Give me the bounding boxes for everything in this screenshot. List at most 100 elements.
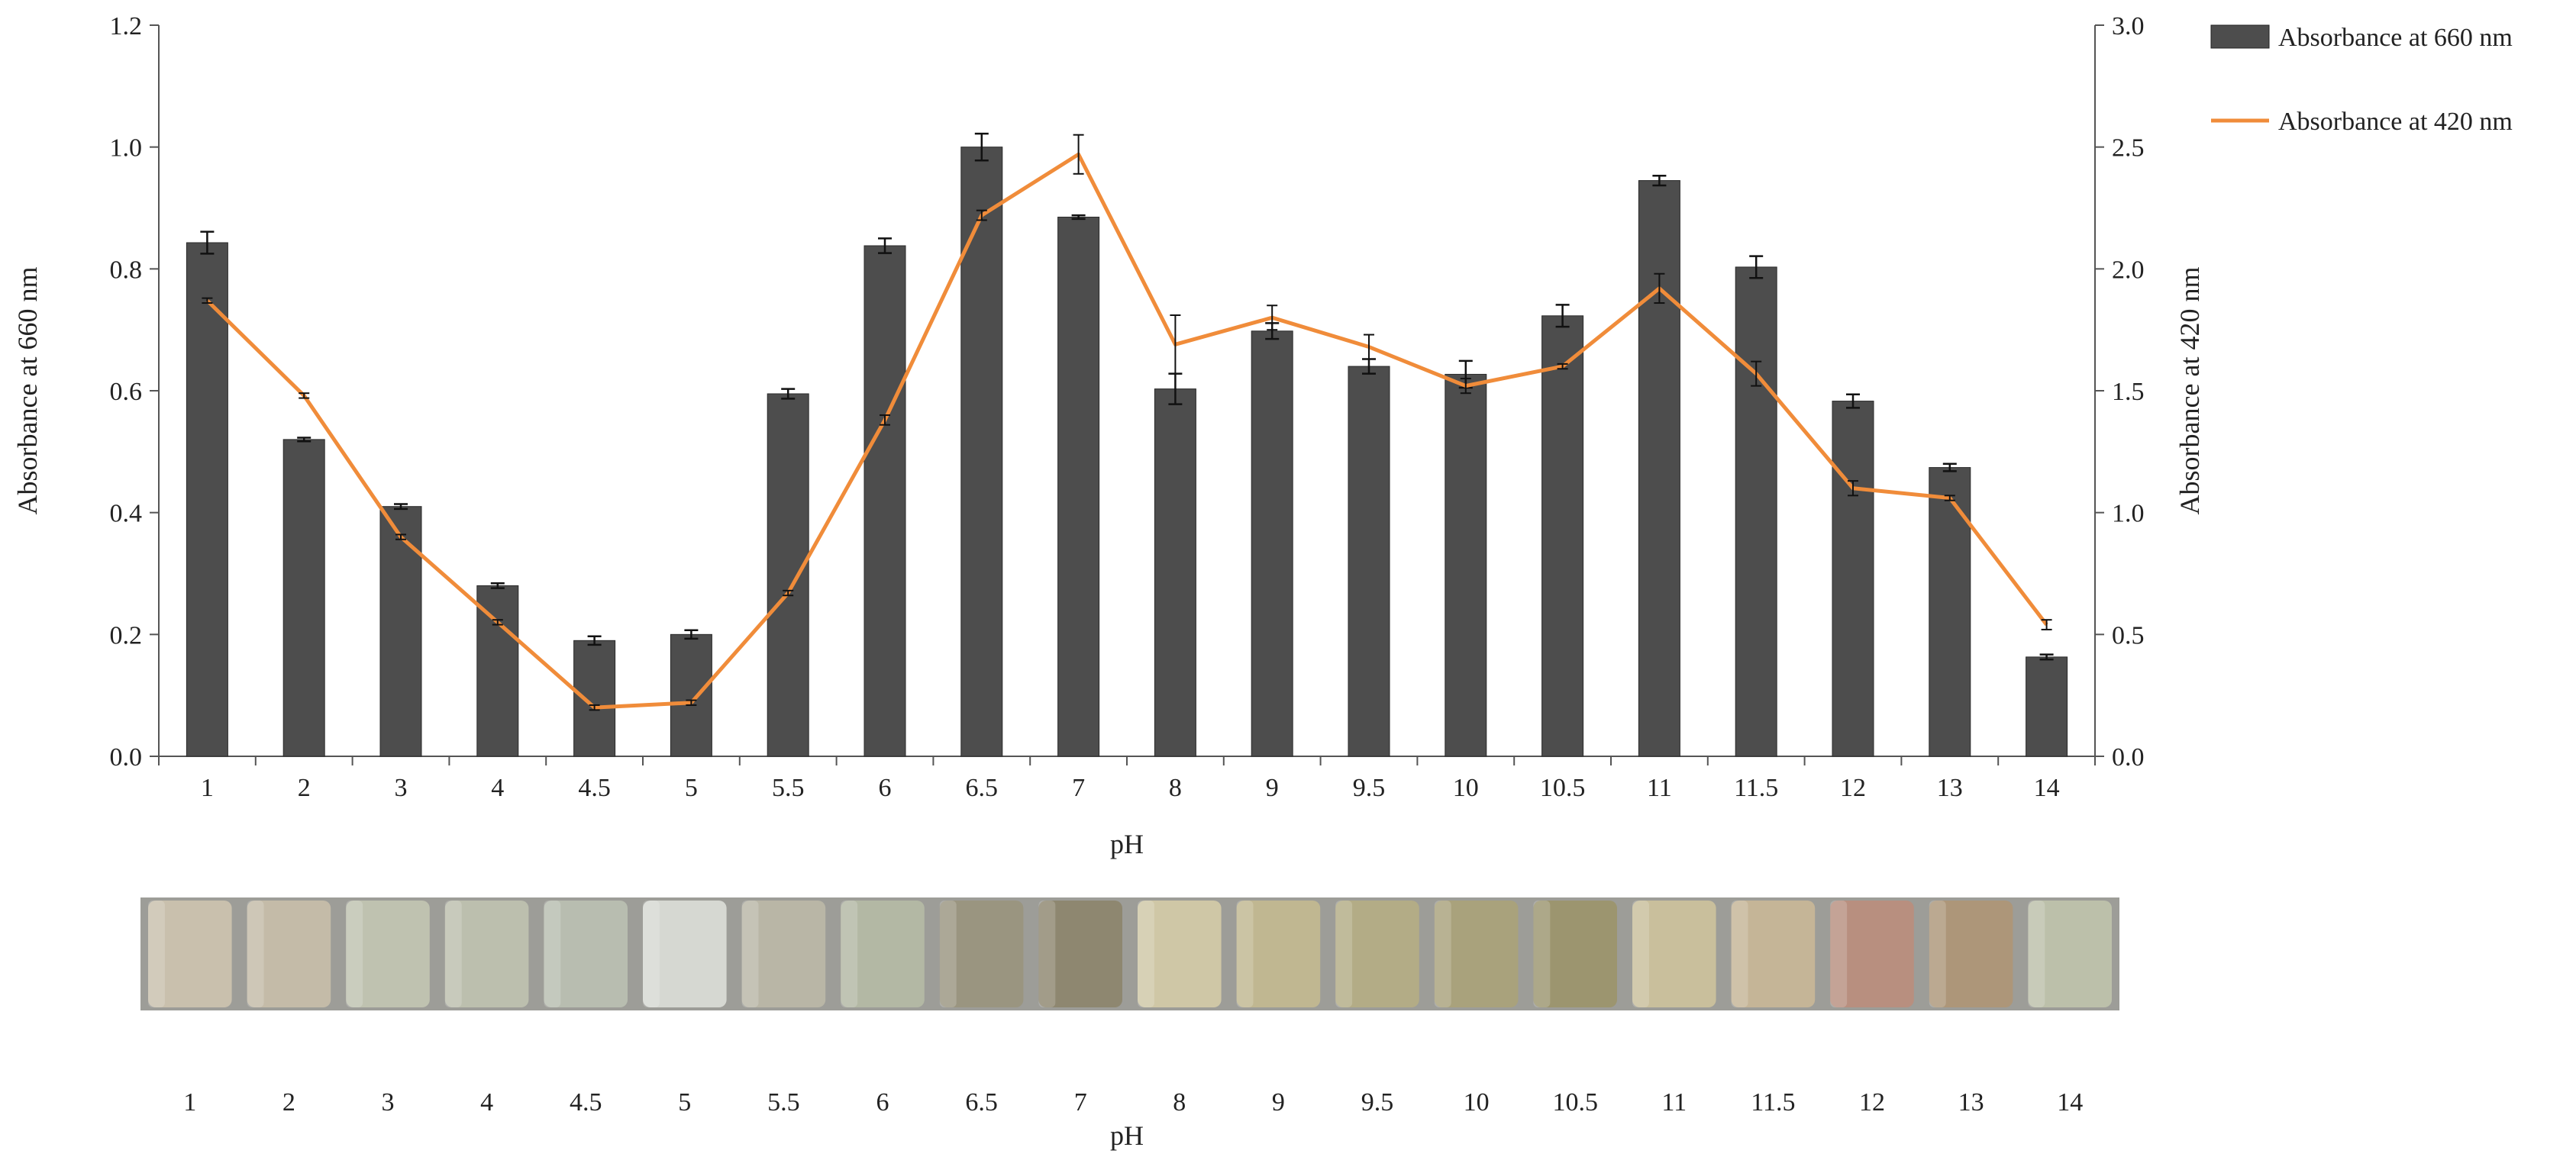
x-tick-label: 4.5 bbox=[578, 774, 611, 802]
x-tick-label: 5 bbox=[685, 774, 698, 802]
bar-660 bbox=[2026, 656, 2068, 757]
cuvette bbox=[1038, 901, 1122, 1007]
cuvette bbox=[1434, 901, 1519, 1007]
cuvette-highlight bbox=[1138, 901, 1154, 1007]
x-tick-label: 1 bbox=[201, 774, 214, 802]
cuvette bbox=[1929, 901, 2013, 1007]
x-tick-label: 9 bbox=[1266, 774, 1279, 802]
cuvette-highlight bbox=[1236, 901, 1254, 1007]
x-tick-label: 7 bbox=[1072, 774, 1085, 802]
right-tick-label: 1.5 bbox=[2112, 378, 2145, 406]
bar-660 bbox=[1832, 401, 1874, 757]
cuvette-highlight bbox=[444, 901, 462, 1007]
right-y-ticks: 0.0 0.5 1.0 1.5 2.0 2.5 3.0 bbox=[2095, 12, 2145, 772]
left-tick-label: 0.8 bbox=[110, 256, 143, 284]
left-y-axis-title: Absorbance at 660 nm bbox=[12, 267, 43, 515]
cuvette-ph-label: 11 bbox=[1661, 1088, 1687, 1117]
x-tick-label: 10.5 bbox=[1540, 774, 1586, 802]
cuvette-ph-label: 4.5 bbox=[570, 1088, 602, 1117]
cuvette-ph-label: 14 bbox=[2057, 1088, 2083, 1117]
cuvette-highlight bbox=[1929, 901, 1946, 1007]
cuvette bbox=[741, 901, 826, 1007]
cuvette bbox=[247, 901, 331, 1007]
x-tick-label: 6 bbox=[879, 774, 892, 802]
bar-660 bbox=[1348, 366, 1390, 757]
bar-660 bbox=[1638, 180, 1680, 757]
cuvette-ph-label: 3 bbox=[382, 1088, 395, 1117]
cuvette bbox=[2028, 901, 2112, 1007]
cuvette-ph-label: 2 bbox=[282, 1088, 295, 1117]
bar-660 bbox=[476, 585, 519, 757]
x-tick-label: 3 bbox=[395, 774, 408, 802]
legend-swatch-660 bbox=[2210, 24, 2270, 49]
bar-660 bbox=[1057, 216, 1100, 757]
cuvette bbox=[643, 901, 727, 1007]
cuvette bbox=[1533, 901, 1617, 1007]
cuvette-highlight bbox=[1830, 901, 1848, 1007]
cuvette bbox=[1830, 901, 1914, 1007]
cuvette-ph-label: 12 bbox=[1859, 1088, 1885, 1117]
bar-660 bbox=[960, 147, 1003, 757]
x-tick-label: 8 bbox=[1169, 774, 1182, 802]
cuvette-ph-label: 6 bbox=[876, 1088, 889, 1117]
bar-660 bbox=[186, 242, 228, 757]
bar-660 bbox=[864, 245, 906, 757]
cuvette-highlight bbox=[247, 901, 264, 1007]
x-tick-label: 14 bbox=[2034, 774, 2060, 802]
cuvette-ph-label: 4 bbox=[480, 1088, 493, 1117]
bar-660 bbox=[573, 640, 616, 757]
cuvette-highlight bbox=[2028, 901, 2045, 1007]
cuvette bbox=[841, 901, 925, 1007]
cuvette-ph-label: 10 bbox=[1464, 1088, 1490, 1117]
bar-660 bbox=[1154, 388, 1196, 757]
cuvette-highlight bbox=[1632, 901, 1649, 1007]
photo-strip-labels: 1 2 3 4 4.5 5 5.5 6 6.5 7 8 9 9.5 10 10.5 11 11.5 12 13 14 bbox=[183, 1088, 2083, 1117]
bar-660 bbox=[670, 633, 712, 757]
cuvette bbox=[939, 901, 1024, 1007]
x-tick-label: 9.5 bbox=[1353, 774, 1386, 802]
cuvette-highlight bbox=[1335, 901, 1353, 1007]
x-tick-label: 5.5 bbox=[772, 774, 805, 802]
cuvette bbox=[444, 901, 529, 1007]
right-tick-label: 3.0 bbox=[2112, 12, 2145, 40]
x-axis-title: pH bbox=[1110, 829, 1144, 859]
cuvette-ph-label: 10.5 bbox=[1552, 1088, 1598, 1117]
photo-strip-xlabel: pH bbox=[1110, 1120, 1144, 1151]
x-tick-label: 4 bbox=[491, 774, 504, 802]
legend-label-660: Absorbance at 660 nm bbox=[2278, 24, 2513, 52]
bar-660 bbox=[1929, 467, 1971, 757]
cuvette bbox=[346, 901, 430, 1007]
x-tick-label: 13 bbox=[1937, 774, 1963, 802]
right-tick-label: 1.0 bbox=[2112, 500, 2145, 528]
right-tick-label: 2.0 bbox=[2112, 256, 2145, 284]
cuvette-highlight bbox=[1533, 901, 1551, 1007]
x-tick-label: 2 bbox=[298, 774, 311, 802]
left-tick-label: 1.2 bbox=[110, 12, 143, 40]
left-tick-label: 0.4 bbox=[110, 500, 143, 528]
cuvette-ph-label: 7 bbox=[1074, 1088, 1087, 1117]
line-420 bbox=[205, 152, 2048, 710]
cuvette-ph-label: 11.5 bbox=[1751, 1088, 1795, 1117]
cuvette bbox=[1632, 901, 1716, 1007]
cuvette-ph-label: 6.5 bbox=[965, 1088, 998, 1117]
cuvette-highlight bbox=[544, 901, 561, 1007]
left-tick-label: 0.6 bbox=[110, 378, 143, 406]
cuvette bbox=[1731, 901, 1816, 1007]
cuvette-highlight bbox=[939, 901, 957, 1007]
bar-series-660 bbox=[186, 132, 2068, 757]
cuvette bbox=[544, 901, 628, 1007]
left-tick-label: 0.0 bbox=[110, 743, 143, 772]
right-y-axis-title: Absorbance at 420 nm bbox=[2174, 267, 2205, 515]
legend: Absorbance at 660 nm Absorbance at 420 n… bbox=[2210, 24, 2513, 136]
cuvette-highlight bbox=[1434, 901, 1451, 1007]
bar-660 bbox=[767, 393, 809, 757]
x-tick-label: 12 bbox=[1840, 774, 1866, 802]
cuvette-ph-label: 9 bbox=[1272, 1088, 1285, 1117]
cuvette-photo-strip bbox=[140, 897, 2119, 1010]
right-tick-label: 2.5 bbox=[2112, 134, 2145, 163]
cuvette-ph-label: 5 bbox=[678, 1088, 691, 1117]
cuvette-ph-label: 13 bbox=[1958, 1088, 1984, 1117]
axes bbox=[158, 25, 2096, 757]
line-series-420 bbox=[202, 134, 2052, 711]
